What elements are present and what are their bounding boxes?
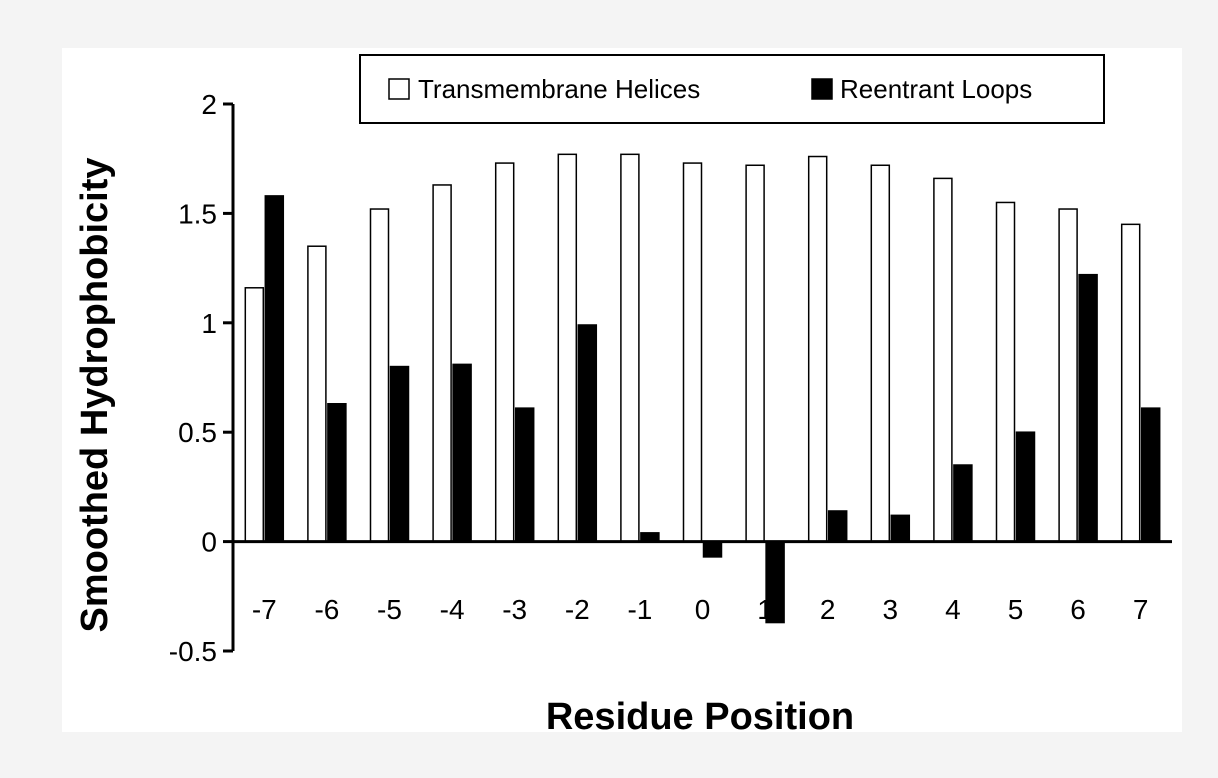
bar-transmembrane-helices-5 [995,201,1016,543]
y-ticks: -0.5 0 0.5 1 1.5 2 [169,89,233,667]
bar-transmembrane-helices--1 [620,153,640,543]
x-axis-label: Residue Position [546,696,854,738]
legend-swatch-transmembrane-helices [388,78,410,100]
legend-swatch-reentrant-loops [811,78,833,100]
y-tick-label: 2 [201,89,217,120]
bar-reentrant-loops--7 [264,195,285,543]
bar-transmembrane-helices-0 [682,162,703,543]
bar-reentrant-loops-4 [953,464,973,543]
bar-reentrant-loops--4 [452,363,472,543]
y-tick-label: 1 [201,308,217,339]
bar-transmembrane-helices-7 [1120,223,1141,543]
x-tick-label: -6 [314,594,339,625]
x-tick-label: -4 [440,594,465,625]
x-tick-label: -7 [252,594,277,625]
bar-reentrant-loops-7 [1140,407,1161,543]
bar-transmembrane-helices--4 [432,184,452,543]
x-tick-label: 3 [883,594,899,625]
bar-reentrant-loops--2 [577,324,598,543]
bar-transmembrane-helices--7 [244,287,265,543]
bar-reentrant-loops--5 [389,365,410,543]
bar-transmembrane-helices-2 [807,155,828,543]
y-axis-label: Smoothed Hydrophobicity [74,158,116,633]
bar-transmembrane-helices--2 [557,153,578,543]
x-tick-label: 1 [757,594,773,625]
y-tick-label: 0 [201,527,217,558]
bar-reentrant-loops-5 [1015,431,1036,543]
legend: Transmembrane Helices Reentrant Loops [359,54,1105,124]
y-tick-label: -0.5 [169,636,217,667]
bar-reentrant-loops-0 [702,540,723,558]
x-tick-label: 7 [1133,594,1149,625]
x-tick-label: 0 [695,594,711,625]
x-tick-label: -5 [377,594,402,625]
x-tick-label: 4 [945,594,961,625]
bar-transmembrane-helices--5 [369,208,390,543]
y-tick-label: 1.5 [178,198,217,229]
legend-label-reentrant-loops: Reentrant Loops [840,74,1032,104]
x-tick-label: 5 [1008,594,1024,625]
legend-label-transmembrane-helices: Transmembrane Helices [418,74,700,104]
x-tick-label: -2 [565,594,590,625]
bar-transmembrane-helices-4 [933,177,953,543]
bar-reentrant-loops--6 [327,403,347,543]
bar-transmembrane-helices-6 [1058,208,1078,543]
y-tick-label: 0.5 [178,417,217,448]
bar-reentrant-loops-3 [890,514,911,543]
x-tick-label: 6 [1070,594,1086,625]
axes-group [231,104,1172,651]
x-ticks: -7 -6 -5 -4 -3 -2 -1 0 1 2 3 4 5 6 7 [252,594,1149,625]
x-tick-label: -1 [627,594,652,625]
bar-transmembrane-helices-1 [745,164,765,543]
bar-transmembrane-helices--6 [307,245,327,543]
bar-reentrant-loops-2 [827,510,848,543]
legend-box [359,54,1105,124]
bar-reentrant-loops-6 [1078,273,1098,543]
bars-group [244,153,1161,624]
bar-reentrant-loops--3 [514,407,535,543]
bar-transmembrane-helices--3 [494,162,515,543]
x-tick-label: 2 [820,594,836,625]
x-tick-label: -3 [502,594,527,625]
bar-transmembrane-helices-3 [870,164,891,543]
